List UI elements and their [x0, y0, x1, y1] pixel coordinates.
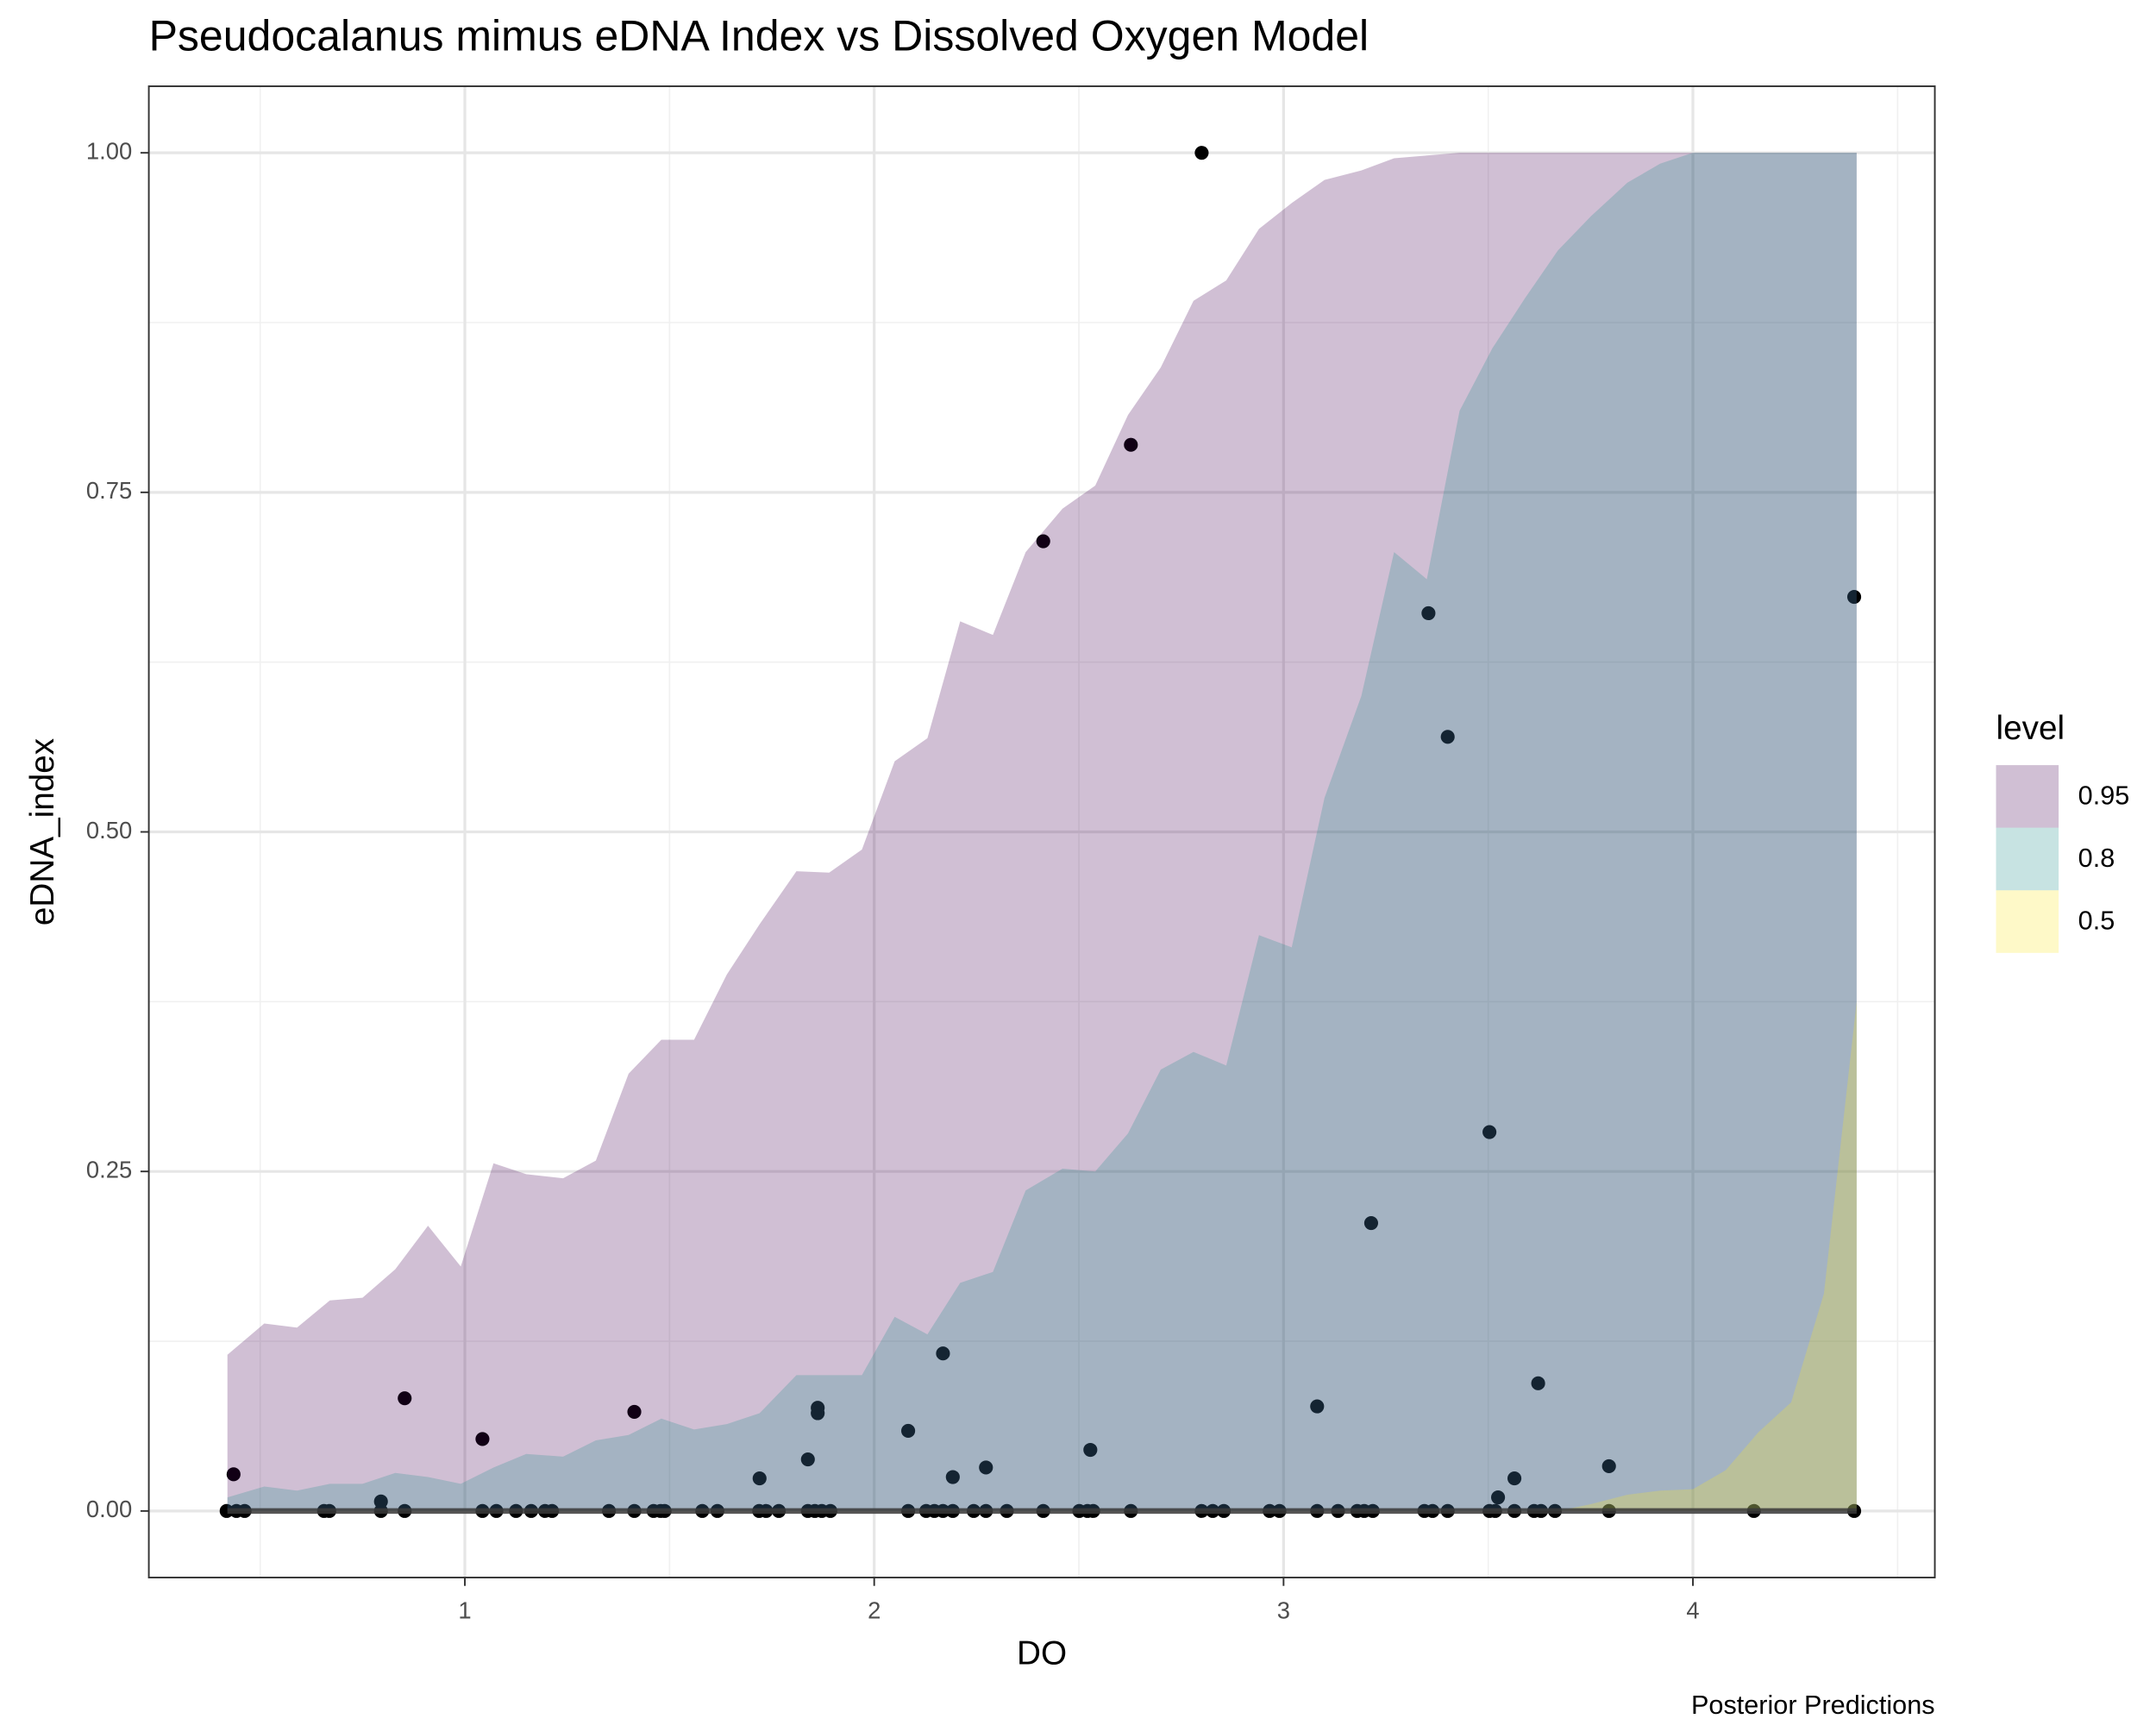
- y-tick-label: 0.25: [86, 1156, 132, 1182]
- data-point: [475, 1432, 490, 1446]
- data-point: [1036, 534, 1050, 549]
- y-tick-label: 1.00: [86, 137, 132, 164]
- data-point: [901, 1423, 916, 1439]
- legend: level 0.95 0.8 0.5: [1996, 710, 2130, 953]
- legend-key: [1996, 890, 2059, 953]
- legend-key: [1996, 765, 2059, 828]
- ribbon: [227, 153, 1857, 1511]
- y-axis-title: eDNA_index: [24, 738, 61, 925]
- data-point: [811, 1406, 825, 1421]
- data-point: [752, 1471, 767, 1486]
- data-point: [945, 1470, 960, 1484]
- legend-key: [1996, 827, 2059, 891]
- legend-label: 0.5: [2078, 906, 2115, 935]
- data-point: [1310, 1399, 1325, 1414]
- data-point: [1846, 590, 1862, 605]
- data-point: [1531, 1376, 1545, 1390]
- caption: Posterior Predictions: [1691, 1690, 1935, 1720]
- axes: 1 2 3 4 0.00 0.25 0.50 0.75 1.00: [86, 137, 1700, 1623]
- x-tick-label: 4: [1686, 1597, 1699, 1624]
- data-point: [1363, 1215, 1378, 1231]
- data-point: [979, 1460, 993, 1475]
- y-tick-label: 0.75: [86, 477, 132, 504]
- data-point: [936, 1346, 950, 1361]
- data-point: [219, 1503, 234, 1518]
- x-tick-label: 3: [1277, 1597, 1290, 1624]
- ribbon: [227, 153, 1857, 1511]
- data-point: [1124, 437, 1138, 452]
- chart-title: Pseudocalanus mimus eDNA Index vs Dissol…: [149, 11, 1369, 60]
- legend-title: level: [1996, 710, 2065, 747]
- data-point: [1491, 1490, 1506, 1505]
- marks: [219, 146, 1862, 1518]
- data-point: [627, 1404, 642, 1419]
- data-point: [800, 1452, 815, 1467]
- data-point: [1194, 146, 1209, 160]
- x-tick-label: 2: [868, 1597, 881, 1624]
- data-point: [1507, 1471, 1522, 1486]
- legend-label: 0.8: [2078, 844, 2115, 873]
- data-point: [398, 1391, 412, 1406]
- x-axis-title: DO: [1017, 1635, 1067, 1672]
- data-point: [1421, 605, 1436, 621]
- data-point: [1083, 1442, 1098, 1458]
- x-tick-label: 1: [458, 1597, 471, 1624]
- data-point: [1601, 1458, 1616, 1473]
- data-point: [1440, 730, 1455, 744]
- legend-label: 0.95: [2078, 781, 2130, 810]
- y-tick-label: 0.50: [86, 817, 132, 844]
- data-point: [226, 1467, 241, 1482]
- y-tick-label: 0.00: [86, 1496, 132, 1522]
- data-point: [1482, 1125, 1497, 1139]
- data-point: [373, 1494, 388, 1509]
